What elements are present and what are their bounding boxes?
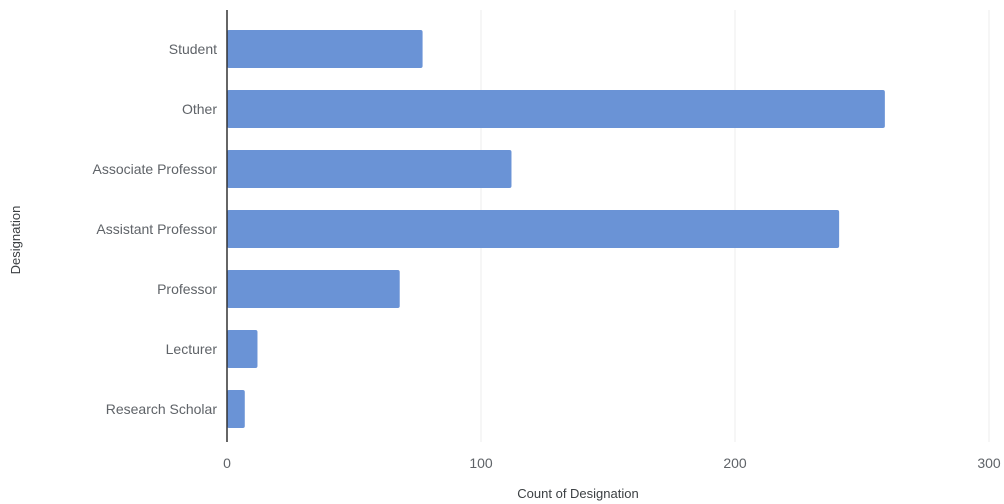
category-label: Professor [157, 281, 217, 297]
category-label: Research Scholar [106, 401, 218, 417]
bar [227, 330, 258, 368]
bar [227, 150, 512, 188]
category-label: Assistant Professor [96, 221, 217, 237]
x-tick-label: 100 [469, 455, 493, 471]
category-labels: Student Other Associate Professor Assistant… [93, 41, 218, 417]
bar [227, 30, 423, 68]
category-label: Associate Professor [93, 161, 218, 177]
bar [227, 390, 245, 428]
bar [227, 210, 840, 248]
category-label: Student [169, 41, 217, 57]
bar [227, 90, 885, 128]
category-label: Other [182, 101, 217, 117]
x-tick-labels: 0 100 200 300 [223, 455, 1001, 471]
bar [227, 270, 400, 308]
x-axis-title: Count of Designation [517, 486, 638, 501]
bars-layer [227, 30, 885, 428]
x-tick-label: 200 [723, 455, 747, 471]
category-label: Lecturer [166, 341, 218, 357]
y-axis-title: Designation [8, 206, 23, 275]
x-tick-label: 0 [223, 455, 231, 471]
x-tick-label: 300 [977, 455, 1001, 471]
